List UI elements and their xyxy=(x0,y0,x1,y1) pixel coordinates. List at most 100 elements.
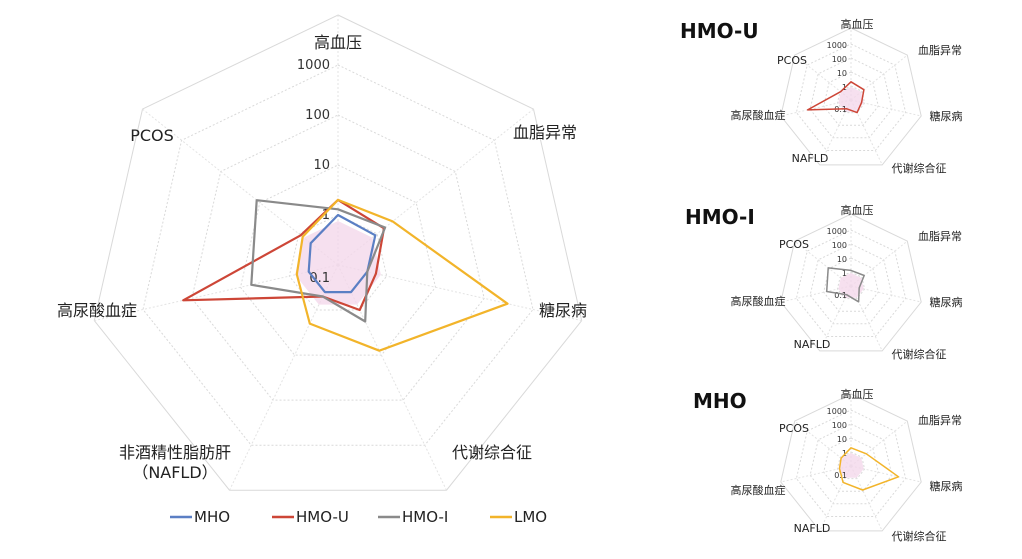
radar-spoke xyxy=(819,99,852,166)
axis-label-line: PCOS xyxy=(779,422,809,435)
ring-label: 100 xyxy=(832,421,847,430)
axis-label: 血脂异常 xyxy=(918,43,962,57)
axis-label-line: 代谢综合征 xyxy=(892,347,947,361)
axis-label: 代谢综合征 xyxy=(892,529,947,543)
axis-label-line: NAFLD xyxy=(794,522,831,535)
axis-label-line: 糖尿病 xyxy=(539,301,587,320)
axis-label: 血脂异常 xyxy=(918,229,962,243)
axis-label: 高血压 xyxy=(841,387,874,401)
reference-area xyxy=(838,87,864,112)
series-line-hmo-i xyxy=(825,267,865,303)
chart-title: MHO xyxy=(693,389,747,413)
axis-label-line: 血脂异常 xyxy=(918,43,962,57)
ring-label: 1000 xyxy=(297,58,330,73)
axis-label: 血脂异常 xyxy=(513,123,577,142)
ring-label: 10 xyxy=(313,158,330,173)
legend-label-mho: MHO xyxy=(194,508,230,526)
legend-label-hmo-u: HMO-U xyxy=(296,508,349,526)
axis-label-line: 代谢综合征 xyxy=(892,161,947,175)
axis-label-line: PCOS xyxy=(779,238,809,251)
axis-label-line: （NAFLD） xyxy=(132,463,217,482)
reference-area xyxy=(295,221,381,305)
series-line-lmo xyxy=(838,447,900,491)
radar-outer-frame xyxy=(780,27,922,166)
axis-label: 糖尿病 xyxy=(930,295,963,309)
radar-grid-ring xyxy=(795,409,907,517)
radar-grid-ring xyxy=(795,43,907,151)
radar-grid-ring xyxy=(809,57,893,139)
axis-label: 糖尿病 xyxy=(930,479,963,493)
axis-label-line: 高尿酸血症 xyxy=(731,483,786,497)
axis-label-line: 高血压 xyxy=(314,33,362,52)
axis-label: 非酒精性脂肪肝（NAFLD） xyxy=(119,443,231,482)
axis-label-line: NAFLD xyxy=(794,338,831,351)
axis-label: 代谢综合征 xyxy=(452,443,532,462)
radar-grid-ring xyxy=(823,437,879,492)
ring-label: 1000 xyxy=(827,227,847,236)
axis-label-line: 血脂异常 xyxy=(513,123,577,142)
axis-label-line: 高血压 xyxy=(841,17,874,31)
ring-label: 10 xyxy=(837,69,847,78)
chart-legend: MHO HMO-U HMO-I LMO xyxy=(170,508,547,526)
radar-grid-ring xyxy=(142,64,534,446)
axis-label: 代谢综合征 xyxy=(892,347,947,361)
axis-label: 血脂异常 xyxy=(918,413,962,427)
axis-label: 糖尿病 xyxy=(539,301,587,320)
axis-label: PCOS xyxy=(777,54,807,67)
radar-grid-ring xyxy=(795,229,907,337)
chart-title: HMO-I xyxy=(685,205,755,229)
ring-label: 1000 xyxy=(827,407,847,416)
ring-label: 1 xyxy=(842,449,847,458)
axis-label-line: 代谢综合征 xyxy=(892,529,947,543)
axis-label-line: 血脂异常 xyxy=(918,229,962,243)
chart-title: HMO-U xyxy=(680,19,759,43)
axis-label-line: 血脂异常 xyxy=(918,413,962,427)
radar-grid-ring xyxy=(288,214,388,311)
ring-label: 100 xyxy=(832,241,847,250)
axis-label: 高血压 xyxy=(314,33,362,52)
axis-label: 高血压 xyxy=(841,17,874,31)
axis-label: 糖尿病 xyxy=(930,109,963,123)
axis-label-line: 糖尿病 xyxy=(930,109,963,123)
axis-label: 高尿酸血症 xyxy=(731,108,786,122)
reference-area xyxy=(838,273,864,298)
axis-label: 高尿酸血症 xyxy=(57,301,137,320)
axis-label-line: 高血压 xyxy=(841,203,874,217)
axis-label: PCOS xyxy=(130,126,174,145)
axis-label-line: PCOS xyxy=(777,54,807,67)
axis-label-line: NAFLD xyxy=(792,152,829,165)
axis-label-line: 代谢综合征 xyxy=(452,443,532,462)
radar-chart-hmo-u: 0.11101001000高血压血脂异常糖尿病代谢综合征NAFLD高尿酸血症PC… xyxy=(680,17,963,175)
series-line-lmo xyxy=(295,198,509,352)
axis-label-line: 高尿酸血症 xyxy=(57,301,137,320)
axis-label: NAFLD xyxy=(794,338,831,351)
ring-label: 100 xyxy=(305,108,330,123)
series-line-hmo-u xyxy=(806,81,865,114)
radar-chart-mho: 0.11101001000高血压血脂异常糖尿病代谢综合征NAFLD高尿酸血症PC… xyxy=(693,387,963,543)
axis-label-line: 高尿酸血症 xyxy=(731,108,786,122)
radar-grid-ring xyxy=(809,243,893,325)
series-line-mho xyxy=(307,213,377,294)
axis-label-line: PCOS xyxy=(130,126,174,145)
axis-label: 高尿酸血症 xyxy=(731,294,786,308)
ring-label: 10 xyxy=(837,255,847,264)
ring-label: 100 xyxy=(832,55,847,64)
axis-label-line: 高尿酸血症 xyxy=(731,294,786,308)
radar-outer-frame xyxy=(780,213,922,352)
axis-label: NAFLD xyxy=(792,152,829,165)
axis-label: PCOS xyxy=(779,238,809,251)
axis-label-line: 非酒精性脂肪肝 xyxy=(119,443,231,462)
radar-spoke xyxy=(850,99,883,166)
axis-label: PCOS xyxy=(779,422,809,435)
axis-label: 高血压 xyxy=(841,203,874,217)
ring-label: 0.1 xyxy=(309,271,330,286)
axis-label-line: 高血压 xyxy=(841,387,874,401)
legend-label-hmo-i: HMO-I xyxy=(402,508,448,526)
axis-label: 代谢综合征 xyxy=(892,161,947,175)
ring-label: 1000 xyxy=(827,41,847,50)
axis-label-line: 糖尿病 xyxy=(930,295,963,309)
reference-area xyxy=(838,453,864,478)
